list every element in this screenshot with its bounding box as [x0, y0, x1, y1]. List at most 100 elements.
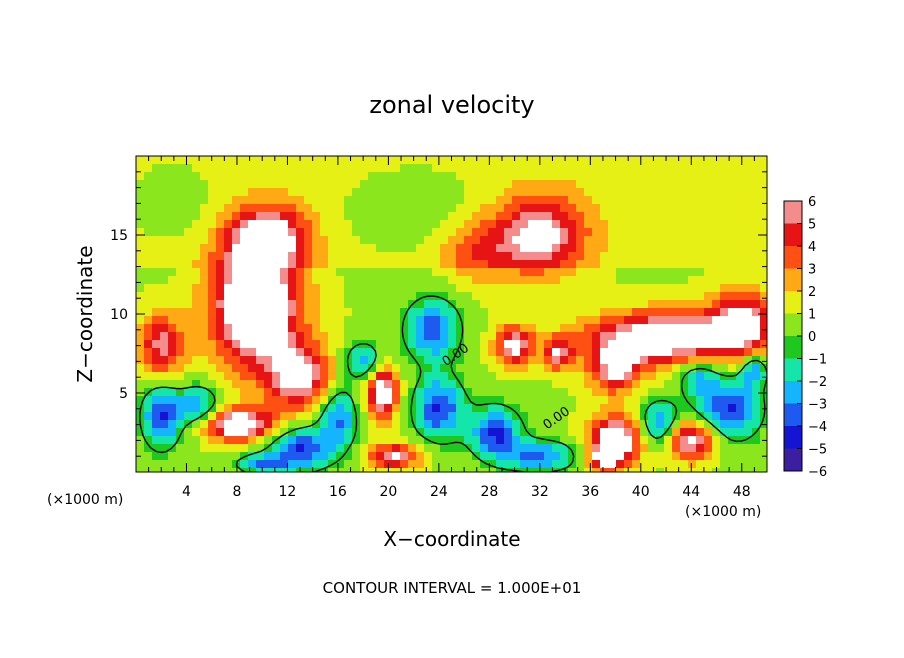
field-cell: [752, 220, 761, 229]
field-cell: [352, 452, 361, 461]
field-cell: [600, 260, 609, 269]
field-cell: [640, 316, 649, 325]
field-cell: [472, 324, 481, 333]
field-cell: [544, 292, 553, 301]
field-cell: [672, 412, 681, 421]
field-cell: [720, 268, 729, 277]
field-cell: [688, 388, 697, 397]
field-cell: [624, 220, 633, 229]
field-cell: [416, 420, 425, 429]
field-cell: [712, 196, 721, 205]
field-cell: [664, 388, 673, 397]
field-cell: [400, 364, 409, 373]
field-cell: [704, 340, 713, 349]
field-cell: [616, 468, 625, 472]
field-cell: [368, 388, 377, 397]
field-cell: [416, 436, 425, 445]
field-cell: [608, 388, 617, 397]
field-cell: [152, 340, 161, 349]
field-cell: [320, 396, 329, 405]
field-cell: [432, 428, 441, 437]
field-cell: [520, 412, 529, 421]
field-cell: [432, 324, 441, 333]
field-cell: [528, 188, 537, 197]
field-cell: [312, 284, 321, 293]
field-cell: [472, 292, 481, 301]
field-cell: [720, 420, 729, 429]
field-cell: [432, 276, 441, 285]
field-cell: [392, 300, 401, 309]
field-cell: [472, 316, 481, 325]
field-cell: [608, 380, 617, 389]
field-cell: [152, 468, 161, 472]
field-cell: [152, 268, 161, 277]
field-cell: [496, 236, 505, 245]
field-cell: [344, 388, 353, 397]
field-cell: [416, 252, 425, 261]
field-cell: [336, 228, 345, 237]
field-cell: [728, 276, 737, 285]
field-cell: [336, 340, 345, 349]
field-cell: [536, 372, 545, 381]
field-cell: [248, 348, 257, 357]
field-cell: [392, 244, 401, 253]
field-cell: [296, 420, 305, 429]
field-cell: [360, 172, 369, 181]
field-cell: [216, 420, 225, 429]
field-cell: [328, 404, 337, 413]
field-cell: [720, 324, 729, 333]
field-cell: [216, 396, 225, 405]
field-cell: [184, 348, 193, 357]
field-cell: [216, 372, 225, 381]
field-cell: [160, 356, 169, 365]
field-cell: [304, 428, 313, 437]
field-cell: [512, 460, 521, 469]
field-cell: [200, 300, 209, 309]
field-cell: [568, 396, 577, 405]
field-cell: [560, 228, 569, 237]
field-cell: [616, 164, 625, 173]
field-cell: [480, 180, 489, 189]
field-cell: [352, 324, 361, 333]
field-cell: [416, 276, 425, 285]
field-cell: [192, 380, 201, 389]
field-cell: [280, 212, 289, 221]
field-cell: [392, 316, 401, 325]
field-cell: [328, 156, 337, 165]
field-cell: [720, 156, 729, 165]
field-cell: [544, 388, 553, 397]
field-cell: [664, 380, 673, 389]
field-cell: [584, 340, 593, 349]
field-cell: [464, 220, 473, 229]
field-cell: [736, 324, 745, 333]
field-cell: [160, 164, 169, 173]
field-cell: [760, 268, 767, 277]
field-cell: [328, 164, 337, 173]
field-cell: [312, 380, 321, 389]
field-cell: [336, 420, 345, 429]
field-cell: [200, 204, 209, 213]
field-cell: [568, 380, 577, 389]
field-cell: [200, 388, 209, 397]
field-cell: [472, 284, 481, 293]
field-cell: [344, 276, 353, 285]
field-cell: [176, 428, 185, 437]
field-cell: [520, 388, 529, 397]
field-cell: [632, 284, 641, 293]
field-cell: [736, 364, 745, 373]
field-cell: [632, 388, 641, 397]
field-cell: [184, 364, 193, 373]
field-cell: [632, 308, 641, 317]
field-cell: [672, 348, 681, 357]
field-cell: [448, 420, 457, 429]
field-cell: [144, 348, 153, 357]
field-cell: [736, 356, 745, 365]
field-cell: [144, 452, 153, 461]
field-cell: [392, 372, 401, 381]
field-cell: [288, 212, 297, 221]
field-cell: [136, 260, 145, 269]
field-cell: [368, 164, 377, 173]
field-cell: [280, 188, 289, 197]
field-cell: [600, 180, 609, 189]
field-cell: [712, 212, 721, 221]
